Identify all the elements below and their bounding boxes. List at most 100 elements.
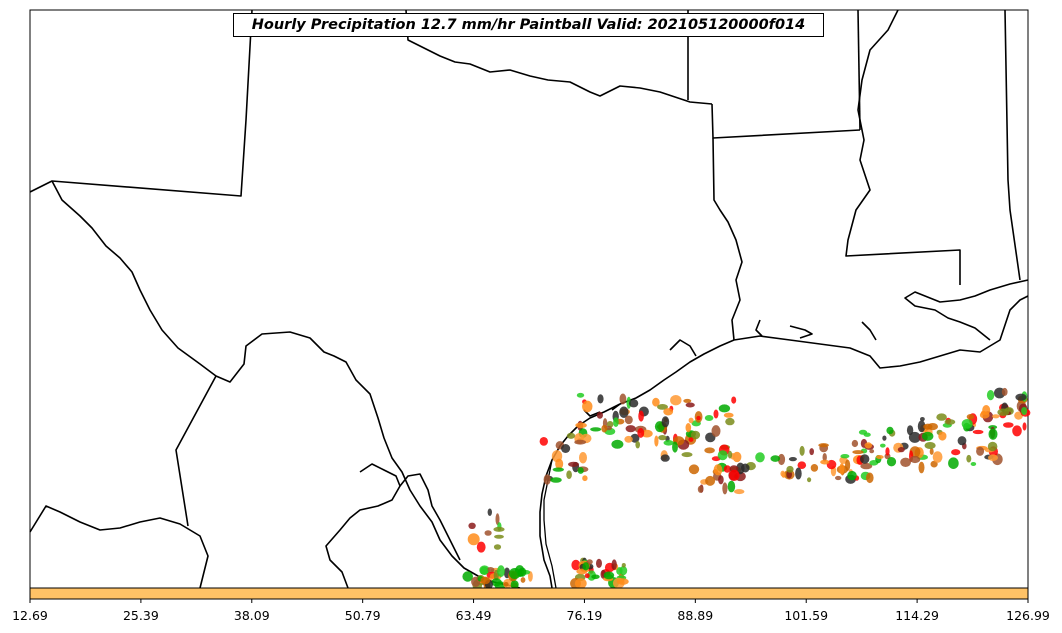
paintball-blob [628,399,639,408]
paintball-blob [961,419,973,429]
colorbar-tick-label: 76.19 [567,608,603,623]
paintball-blob [880,443,886,448]
paintball-blob [717,450,728,461]
paintball-blob [658,435,667,441]
colorbar-tick-label: 12.69 [12,608,48,623]
paintball-blob [690,430,701,440]
paintball-blob [897,447,905,453]
precipitation-paintballs [462,387,1031,592]
paintball-blob [579,452,587,464]
paintball-blob [847,470,857,481]
paintball-blob [976,446,985,456]
paintball-blob [561,444,571,453]
paintball-blob [509,568,521,579]
paintball-blob [688,417,694,424]
paintball-blob [704,415,714,421]
paintball-blob [1001,387,1008,396]
paintball-blob [510,580,519,590]
paintball-blob [920,417,925,422]
paintball-blob [657,404,668,410]
paintball-blob [663,408,674,416]
paintball-blob [982,405,991,415]
paintball-blob [619,393,627,405]
paintball-blob [845,459,851,471]
paintball-blob [713,409,719,419]
paintball-blob [591,574,600,580]
paintball-blob [770,455,781,462]
paintball-blob [780,470,786,477]
map-frame [29,9,1029,589]
paintball-blob [938,431,947,441]
paintball-blob [917,420,926,433]
paintball-blob [705,475,716,486]
paintball-blob [729,469,740,481]
map-title: Hourly Precipitation 12.7 mm/hr Paintbal… [233,13,824,37]
paintball-blob [731,396,737,404]
paintball-blob [885,447,890,456]
paintball-blob [661,416,670,428]
paintball-blob [621,563,626,568]
colorbar-fill [29,587,1029,600]
paintball-blob [566,470,572,480]
paintball-blob [875,455,884,459]
paintball-blob [936,413,947,421]
paintball-blob [638,410,644,422]
paintball-blob [566,432,576,439]
paintball-blob [635,441,640,449]
paintball-blob [616,578,629,585]
paintball-blob [683,398,692,403]
paintball-blob [835,475,842,481]
paintball-blob [672,441,678,453]
paintball-blob [944,419,956,425]
paintball-blob [574,439,587,445]
paintball-blob [1012,425,1022,437]
paintball-blob [932,451,943,463]
paintball-blob [550,477,562,483]
paintball-blob [799,445,805,456]
paintball-blob [822,453,827,462]
paintball-blob [582,400,593,413]
paintball-blob [582,562,590,571]
paintball-blob [625,425,636,433]
paintball-blob [864,442,873,449]
paintball-blob [988,428,998,440]
paintball-blob [727,450,733,459]
paintball-blob [704,447,715,454]
paintball-blob [613,417,619,427]
paintball-blob [624,435,633,443]
paintball-blob [918,461,925,474]
paintball-blob [574,578,587,589]
paintball-blob [723,465,731,473]
paintball-blob [992,414,1000,419]
paintball-blob [518,567,527,577]
paintball-blob [860,454,870,464]
paintball-blob [1003,422,1014,428]
paintball-blob [725,417,735,426]
paintball-blob [688,464,700,475]
paintball-blob [810,464,819,472]
paintball-blob [497,565,505,577]
paintball-blob [670,395,682,406]
paintball-blob [970,462,977,466]
paintball-blob [590,427,602,432]
paintball-blob [1022,422,1027,431]
paintball-blob [688,437,694,442]
paintball-blob [493,526,505,532]
paintball-blob [948,457,959,470]
paintball-blob [503,582,509,587]
paintball-blob [487,508,492,516]
paintball-blob [718,404,731,413]
paintball-blob [619,406,629,418]
paintball-blob [807,477,812,483]
paintball-blob [462,571,474,582]
paintball-blob [922,431,934,441]
paintball-blob [797,461,807,470]
paintball-blob [584,573,590,579]
paintball-blob [596,411,604,419]
paintball-blob [863,432,871,437]
paintball-blob [711,425,721,437]
paintball-blob [777,453,786,466]
paintball-blob [860,462,873,470]
paintball-blob [467,533,480,546]
paintball-blob [906,425,914,436]
